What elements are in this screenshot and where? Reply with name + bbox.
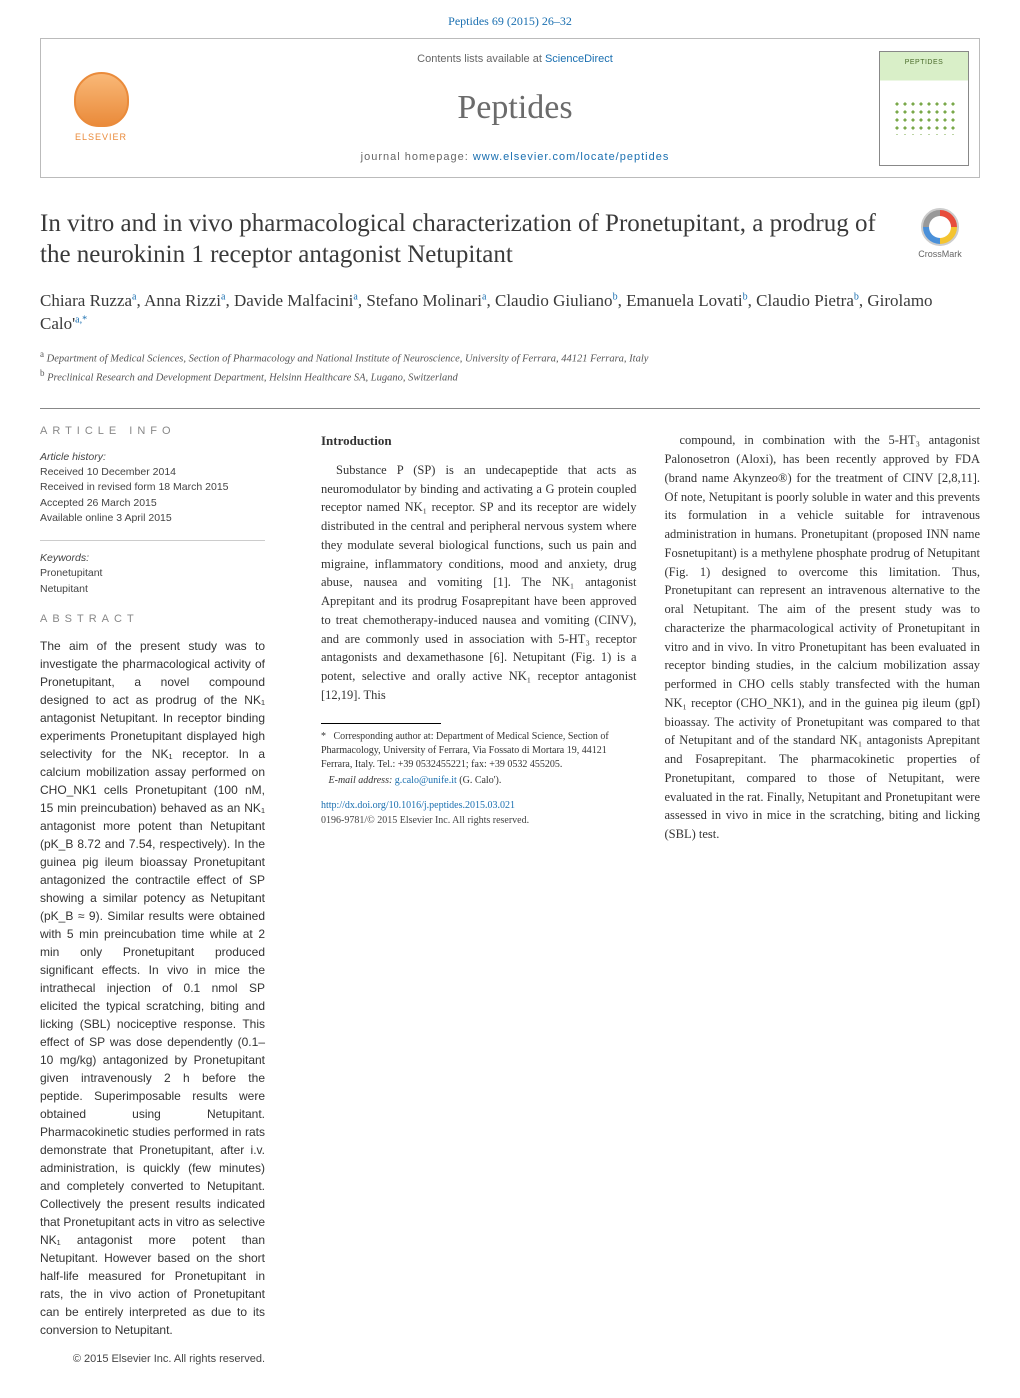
author-3-aff: a	[482, 291, 486, 302]
author-5-aff: b	[743, 291, 748, 302]
article-title: In vitro and in vivo pharmacological cha…	[40, 208, 884, 271]
issn-copyright: 0196-9781/© 2015 Elsevier Inc. All right…	[321, 815, 529, 826]
author-4-aff: b	[613, 291, 618, 302]
info-divider	[40, 540, 265, 541]
intro-heading: Introduction	[321, 431, 637, 451]
history-label: Article history:	[40, 450, 265, 465]
author-6: Claudio Pietra	[756, 291, 854, 310]
article-info-heading: article info	[40, 423, 265, 440]
history-online: Available online 3 April 2015	[40, 511, 265, 526]
elsevier-text: ELSEVIER	[75, 131, 127, 145]
crossmark-label: CrossMark	[918, 249, 962, 259]
contents-available-line: Contents lists available at ScienceDirec…	[417, 51, 613, 68]
author-1: Anna Rizzi	[144, 291, 221, 310]
author-1-aff: a	[221, 291, 225, 302]
doi-link[interactable]: http://dx.doi.org/10.1016/j.peptides.201…	[321, 800, 515, 811]
body-two-column: Introduction Substance P (SP) is an unde…	[321, 431, 980, 1367]
email-footnote: E-mail address: g.calo@unife.it (G. Calo…	[321, 774, 637, 788]
keywords-block: Keywords: Pronetupitant Netupitant	[40, 551, 265, 597]
abstract-heading: abstract	[40, 611, 265, 628]
keywords-label: Keywords:	[40, 551, 265, 566]
author-7-aff: a,*	[75, 315, 87, 326]
header-center: Contents lists available at ScienceDirec…	[161, 39, 869, 177]
divider-top	[40, 408, 980, 409]
publisher-logo-cell: ELSEVIER	[41, 39, 161, 177]
affiliations: a Department of Medical Sciences, Sectio…	[40, 348, 980, 386]
elsevier-logo: ELSEVIER	[61, 63, 141, 153]
history-received: Received 10 December 2014	[40, 465, 265, 480]
keyword-0: Pronetupitant	[40, 566, 265, 581]
abstract-text: The aim of the present study was to inve…	[40, 637, 265, 1339]
footnote-rule	[321, 723, 441, 724]
journal-homepage-line: journal homepage: www.elsevier.com/locat…	[361, 149, 670, 166]
author-4: Claudio Giuliano	[495, 291, 613, 310]
homepage-label: journal homepage:	[361, 151, 473, 163]
article-info-column: article info Article history: Received 1…	[40, 423, 265, 1367]
journal-name: Peptides	[457, 82, 572, 133]
cover-thumb-cell	[869, 39, 979, 177]
homepage-link[interactable]: www.elsevier.com/locate/peptides	[473, 151, 669, 163]
contents-text: Contents lists available at	[417, 53, 545, 65]
intro-para-2: compound, in combination with the 5-HT₃ …	[665, 431, 981, 844]
sciencedirect-link[interactable]: ScienceDirect	[545, 53, 613, 65]
elsevier-tree-icon	[74, 72, 129, 127]
affiliation-b: b Preclinical Research and Development D…	[40, 367, 980, 386]
corresponding-footnote: * Corresponding author at: Department of…	[321, 730, 637, 772]
author-2: Davide Malfacini	[234, 291, 353, 310]
footnotes: * Corresponding author at: Department of…	[321, 730, 637, 788]
author-6-aff: b	[854, 291, 859, 302]
crossmark-badge[interactable]: CrossMark	[900, 208, 980, 262]
history-accepted: Accepted 26 March 2015	[40, 496, 265, 511]
author-0: Chiara Ruzza	[40, 291, 132, 310]
intro-para-1: Substance P (SP) is an undecapeptide tha…	[321, 461, 637, 705]
top-citation: Peptides 69 (2015) 26–32	[0, 0, 1020, 38]
journal-cover-thumbnail	[879, 51, 969, 166]
author-2-aff: a	[353, 291, 357, 302]
abstract-copyright: © 2015 Elsevier Inc. All rights reserved…	[40, 1351, 265, 1368]
author-3: Stefano Molinari	[366, 291, 482, 310]
author-list: Chiara Ruzzaa, Anna Rizzia, Davide Malfa…	[40, 289, 980, 337]
history-revised: Received in revised form 18 March 2015	[40, 480, 265, 495]
author-0-aff: a	[132, 291, 136, 302]
abstract-column: abstract The aim of the present study wa…	[40, 611, 265, 1368]
affiliation-a: a Department of Medical Sciences, Sectio…	[40, 348, 980, 367]
author-5: Emanuela Lovati	[626, 291, 743, 310]
doi-block: http://dx.doi.org/10.1016/j.peptides.201…	[321, 798, 637, 828]
crossmark-icon	[921, 208, 959, 246]
article-history: Article history: Received 10 December 20…	[40, 450, 265, 526]
journal-header: ELSEVIER Contents lists available at Sci…	[40, 38, 980, 178]
corresponding-email-link[interactable]: g.calo@unife.it	[395, 775, 457, 786]
keyword-1: Netupitant	[40, 582, 265, 597]
